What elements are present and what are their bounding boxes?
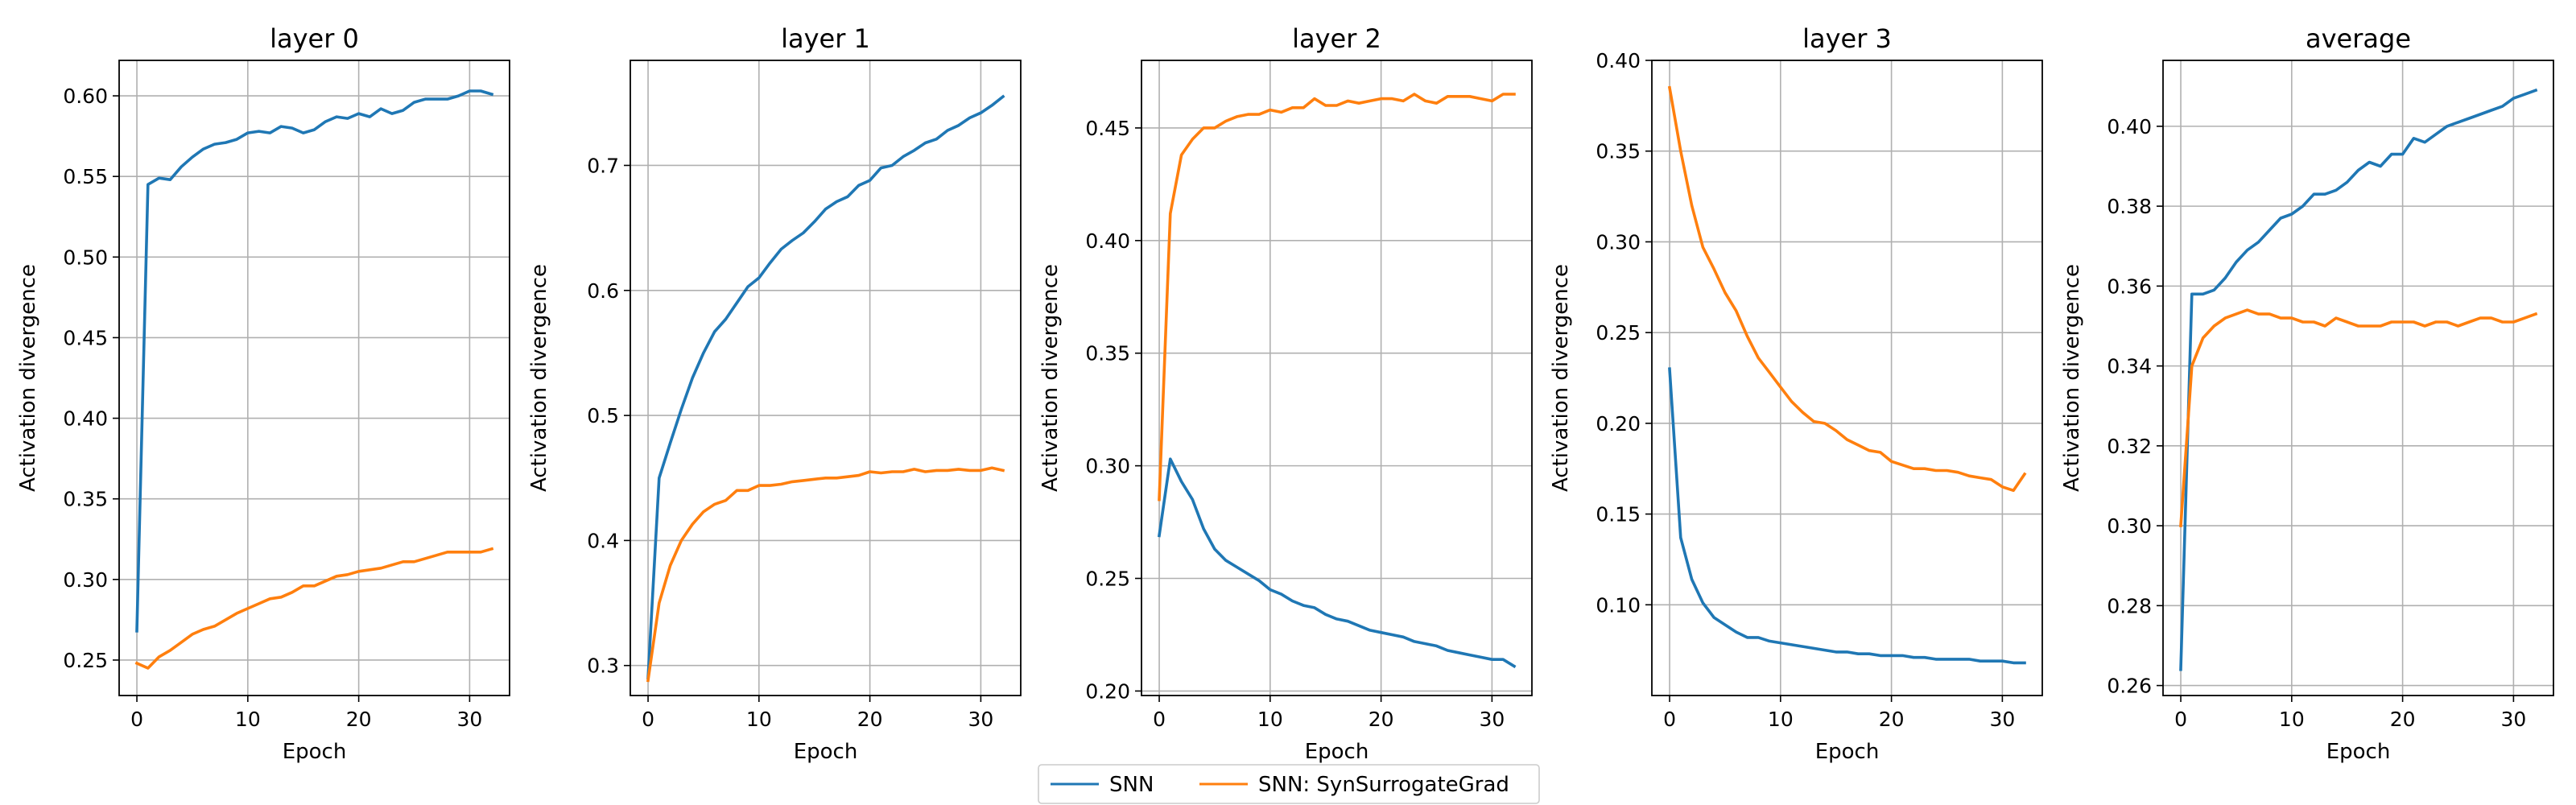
panel-title: layer 0 xyxy=(270,23,359,54)
x-axis-label: Epoch xyxy=(1305,740,1369,764)
y-tick-label: 0.5 xyxy=(587,404,619,427)
y-tick-label: 0.60 xyxy=(63,85,108,108)
x-tick-label: 30 xyxy=(2500,708,2526,731)
panel-2: 0 10 20 30 0.3 0.4 0.5 0.6 0.7 layer 1 Epoch Activa… xyxy=(527,23,1022,764)
y-tick-label: 0.45 xyxy=(1085,117,1130,140)
axes-frame xyxy=(118,60,510,696)
y-tick-label: 0.25 xyxy=(1085,568,1130,591)
y-tick-label: 0.36 xyxy=(2107,275,2152,298)
y-tick-label: 0.28 xyxy=(2107,594,2152,617)
y-tick-label: 0.6 xyxy=(587,279,619,303)
y-tick-label: 0.25 xyxy=(1596,321,1641,345)
axes-frame xyxy=(1141,60,1533,696)
legend-label-snn: SNN xyxy=(1109,773,1154,797)
x-tick-label: 30 xyxy=(1479,708,1505,731)
y-tick-label: 0.45 xyxy=(63,326,108,349)
x-tick-label: 0 xyxy=(1153,708,1166,731)
x-axis-label: Epoch xyxy=(283,740,347,764)
x-tick-label: 10 xyxy=(1257,708,1283,731)
series-line-snn xyxy=(2179,88,2538,671)
y-axis-label: Activation divergence xyxy=(1549,264,1573,492)
y-tick-label: 0.40 xyxy=(1085,229,1130,253)
x-axis-label: Epoch xyxy=(1815,740,1880,764)
y-tick-label: 0.35 xyxy=(1085,342,1130,365)
y-tick-label: 0.7 xyxy=(587,154,619,177)
series-line-snn xyxy=(1157,457,1517,669)
y-tick-label: 0.34 xyxy=(2107,355,2152,378)
panel-1: 0 10 20 30 0.25 0.30 0.35 0.40 0.45 0.50 0.55 0.60 l… xyxy=(16,23,510,764)
y-tick-label: 0.30 xyxy=(1596,230,1641,254)
axes-frame xyxy=(2162,60,2554,696)
panel-4: 0 10 20 30 0.10 0.15 0.20 0.25 0.30 0.35 0.40 layer… xyxy=(1549,23,2043,764)
x-tick-label: 10 xyxy=(746,708,772,731)
series-line-synsurrogategrad xyxy=(2179,308,2538,528)
legend: SNN SNN: SynSurrogateGrad xyxy=(1038,764,1540,804)
x-tick-label: 20 xyxy=(1368,708,1394,731)
y-tick-label: 0.50 xyxy=(63,246,108,269)
x-axis-label: Epoch xyxy=(794,740,858,764)
y-tick-label: 0.20 xyxy=(1085,679,1130,703)
y-tick-label: 0.35 xyxy=(63,488,108,511)
x-tick-label: 20 xyxy=(857,708,883,731)
x-tick-label: 0 xyxy=(2174,708,2187,731)
series-line-snn xyxy=(1668,367,2026,665)
x-tick-label: 20 xyxy=(346,708,372,731)
series-line-synsurrogategrad xyxy=(134,547,494,670)
y-tick-label: 0.10 xyxy=(1596,593,1641,617)
series-line-snn xyxy=(135,89,494,633)
y-tick-label: 0.55 xyxy=(63,165,108,188)
y-axis-label: Activation divergence xyxy=(2060,264,2084,492)
x-tick-label: 30 xyxy=(1989,708,2015,731)
y-axis-label: Activation divergence xyxy=(16,264,40,492)
y-axis-label: Activation divergence xyxy=(1038,264,1063,492)
y-tick-label: 0.40 xyxy=(1596,49,1641,72)
y-tick-label: 0.4 xyxy=(587,529,619,552)
panel-title: layer 1 xyxy=(781,23,870,54)
x-axis-label: Epoch xyxy=(2326,740,2391,764)
x-tick-label: 10 xyxy=(1768,708,1794,731)
y-tick-label: 0.40 xyxy=(2107,115,2152,138)
x-tick-label: 10 xyxy=(235,708,261,731)
x-tick-label: 20 xyxy=(1879,708,1905,731)
legend-frame xyxy=(1038,764,1540,804)
panel-5: 0 10 20 30 0.26 0.28 0.30 0.32 0.34 0.36 0.38 0.40 a… xyxy=(2060,23,2554,764)
y-tick-label: 0.38 xyxy=(2107,195,2152,218)
y-tick-label: 0.25 xyxy=(63,649,108,672)
panel-title: layer 2 xyxy=(1292,23,1381,54)
y-tick-label: 0.15 xyxy=(1596,503,1641,526)
x-tick-label: 0 xyxy=(1663,708,1676,731)
axes-frame xyxy=(630,60,1022,696)
y-tick-label: 0.30 xyxy=(2107,514,2152,538)
x-tick-label: 10 xyxy=(2279,708,2305,731)
panel-title: layer 3 xyxy=(1802,23,1892,54)
y-tick-label: 0.40 xyxy=(63,407,108,431)
legend-label-synsurrogategrad: SNN: SynSurrogateGrad xyxy=(1258,773,1509,797)
x-tick-label: 0 xyxy=(130,708,143,731)
x-tick-label: 30 xyxy=(456,708,482,731)
y-tick-label: 0.20 xyxy=(1596,412,1641,436)
series-line-snn xyxy=(646,94,1005,680)
y-tick-label: 0.32 xyxy=(2107,435,2152,458)
x-tick-label: 20 xyxy=(2390,708,2416,731)
x-tick-label: 30 xyxy=(968,708,993,731)
y-tick-label: 0.30 xyxy=(1085,455,1130,478)
y-tick-label: 0.3 xyxy=(587,654,619,678)
chart-panels: 0 10 20 300.250.300.350.400.450.500.550.60l… xyxy=(16,23,2554,764)
axes-frame xyxy=(1651,60,2043,696)
series-line-synsurrogategrad xyxy=(1158,93,1516,502)
y-tick-label: 0.26 xyxy=(2107,675,2152,698)
y-tick-label: 0.35 xyxy=(1596,140,1641,163)
x-tick-label: 0 xyxy=(642,708,654,731)
y-tick-label: 0.30 xyxy=(63,568,108,592)
series-line-synsurrogategrad xyxy=(1667,85,2027,493)
panel-3: 0 10 20 30 0.20 0.25 0.30 0.35 0.40 0.45 layer 2 Ep… xyxy=(1038,23,1533,764)
y-axis-label: Activation divergence xyxy=(527,264,551,492)
panel-title: average xyxy=(2306,23,2411,54)
series-line-synsurrogategrad xyxy=(646,466,1005,683)
